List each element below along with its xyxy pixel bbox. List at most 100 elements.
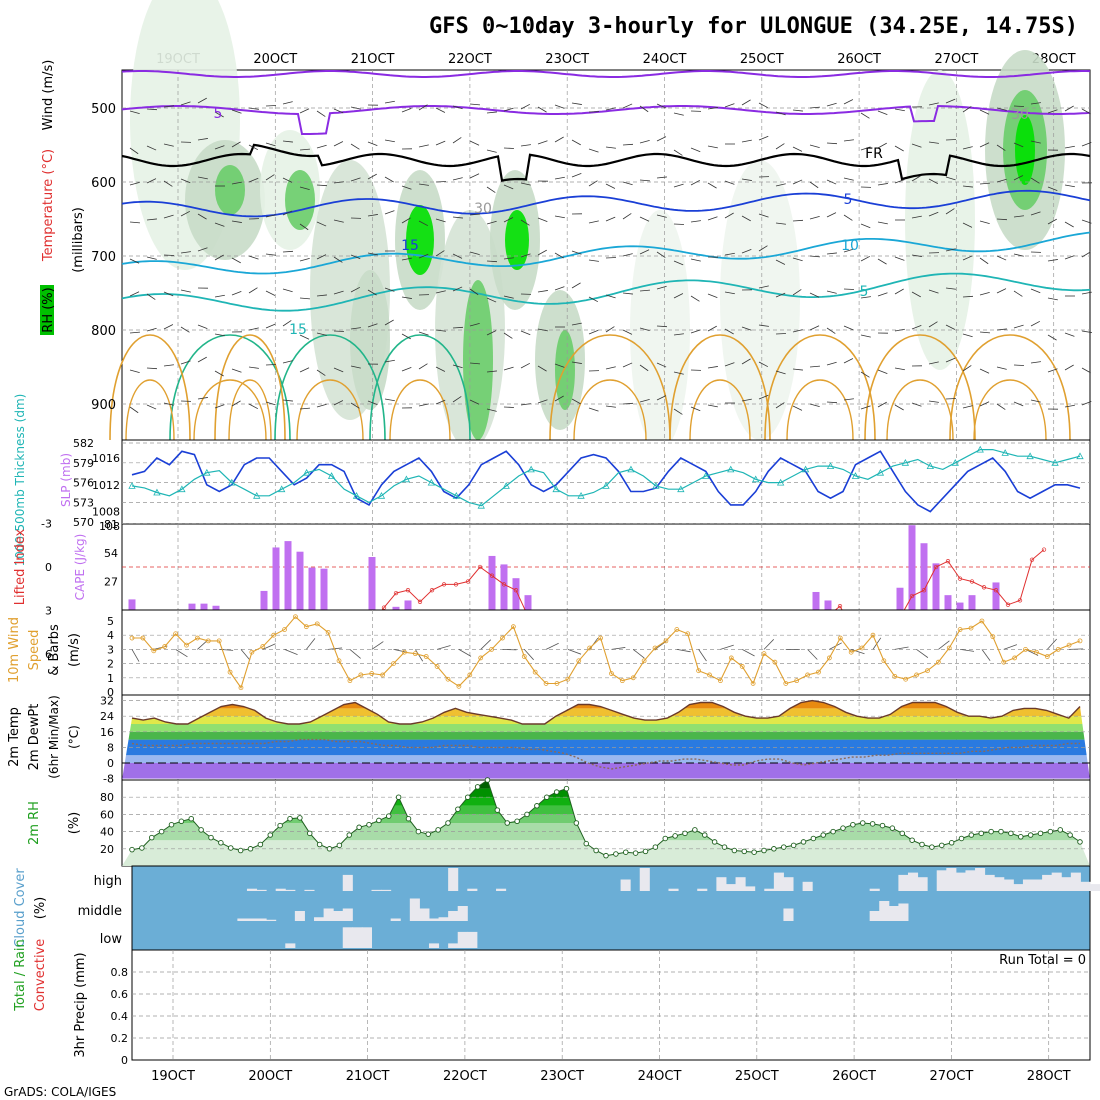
- wind-barb: [282, 140, 293, 143]
- wind-barb: [163, 143, 174, 147]
- cloud-bar: [975, 868, 986, 891]
- wind-speed-marker: [434, 664, 440, 669]
- wind-barb: [384, 287, 395, 292]
- wind-barb: [197, 324, 208, 329]
- lifted-index-marker: [909, 593, 915, 599]
- rh-marker: [850, 821, 856, 828]
- wind-barb: [707, 107, 718, 110]
- cape-bar: [296, 551, 304, 610]
- wind-barb: [758, 324, 769, 327]
- wind-barb: [611, 647, 626, 650]
- wind-barb: [384, 139, 395, 143]
- rh-shading: [463, 280, 493, 440]
- wind-barb: [265, 142, 276, 147]
- wind-barb: [826, 361, 837, 366]
- rh-marker: [534, 803, 540, 809]
- wind-speed-marker: [423, 654, 429, 659]
- wind-barb: [248, 287, 258, 294]
- cloud-bar: [888, 906, 899, 921]
- wind-barb: [741, 215, 751, 222]
- wind-barb: [792, 146, 803, 152]
- wind-barb: [371, 641, 384, 650]
- wind-barb: [503, 147, 515, 149]
- lifted-index-marker: [957, 576, 963, 581]
- wind-barb: [792, 329, 803, 333]
- wind-barb: [520, 330, 531, 336]
- wind-barb: [435, 290, 446, 294]
- wind-barb: [911, 402, 922, 407]
- wind-barb: [996, 178, 1007, 183]
- wind-barb: [809, 216, 820, 220]
- wind-barb: [622, 143, 634, 146]
- cloud-bar: [467, 931, 478, 948]
- wind-tick: 4: [107, 629, 114, 642]
- wind-barb: [435, 181, 447, 183]
- wind-barb: [894, 404, 904, 411]
- thickness-marker: [253, 491, 261, 499]
- lifted-index-marker: [993, 588, 999, 593]
- wind-barb: [843, 325, 854, 331]
- wind-barb: [333, 256, 343, 263]
- wind-barb: [248, 177, 259, 183]
- wind-speed-marker: [1077, 638, 1083, 644]
- cloud-bar: [448, 911, 459, 921]
- thickness-marker: [627, 465, 635, 473]
- wind-barb: [350, 365, 361, 369]
- thickness-marker: [851, 472, 860, 479]
- wind-barb: [316, 369, 326, 376]
- wind-speed-marker: [456, 683, 462, 689]
- date-labels-top: 19OCT20OCT21OCT22OCT23OCT24OCT25OCT26OCT…: [156, 52, 1076, 67]
- wind-barb: [231, 400, 241, 407]
- rh-marker: [168, 821, 175, 828]
- rh-marker: [484, 777, 491, 783]
- lifted-index-marker: [981, 585, 987, 590]
- rh-axis-label: 2m RH: [27, 801, 42, 845]
- thickness-marker: [1051, 458, 1059, 466]
- wind-barb: [724, 180, 735, 185]
- cloud-bar: [1032, 879, 1043, 891]
- wind-speed-line: [132, 615, 1081, 689]
- wind-barb: [588, 329, 599, 335]
- rh-tick: 40: [100, 826, 114, 839]
- cloud-bar: [1003, 879, 1014, 891]
- wind-barb: [775, 259, 786, 265]
- precip-rain-label: Total / Rain: [13, 939, 28, 1012]
- thickness-marker: [352, 491, 361, 499]
- thickness-marker: [228, 478, 236, 486]
- wind-barb: [724, 291, 735, 295]
- wind-speed-marker: [848, 649, 854, 655]
- wind-barb: [911, 143, 922, 148]
- wind-barb: [758, 135, 769, 141]
- wind-barb: [809, 144, 820, 148]
- rh-marker: [603, 852, 609, 859]
- thickness-marker: [552, 485, 560, 493]
- date-label-bottom: 21OCT: [346, 1069, 390, 1084]
- wind-panel: 543 210 10m Wind Speed & Barbs (m/s): [7, 609, 1091, 699]
- wind-barb: [1013, 142, 1024, 148]
- wind-barb: [724, 103, 735, 108]
- rh-tick: 60: [100, 808, 114, 821]
- cloud-bar: [266, 919, 277, 921]
- cloud-level-label: middle: [78, 904, 122, 919]
- wind-barb: [265, 290, 276, 296]
- wind-barb: [656, 136, 667, 142]
- date-label-top: 21OCT: [351, 52, 395, 67]
- rh-marker: [899, 830, 906, 837]
- wind-speed-marker: [707, 672, 712, 678]
- cape-bar: [824, 600, 832, 610]
- wind-barb: [605, 183, 616, 189]
- wind-barb: [146, 256, 157, 260]
- wind-speed-marker: [968, 625, 974, 631]
- wind-barb: [605, 405, 616, 408]
- wind-barb: [231, 181, 242, 185]
- cape-tick: 54: [104, 547, 118, 560]
- wind-barb: [1047, 186, 1058, 191]
- wind-barb: [435, 366, 446, 372]
- cape-lifted-index-panel: -3 0 3 6 81 54 27 Lifted Index CAPE (J/kg): [13, 518, 1091, 661]
- wind-barb: [928, 102, 939, 106]
- wind-speed-marker: [521, 654, 527, 659]
- contour-label: 30: [1011, 107, 1029, 123]
- wind-barb: [1081, 367, 1091, 374]
